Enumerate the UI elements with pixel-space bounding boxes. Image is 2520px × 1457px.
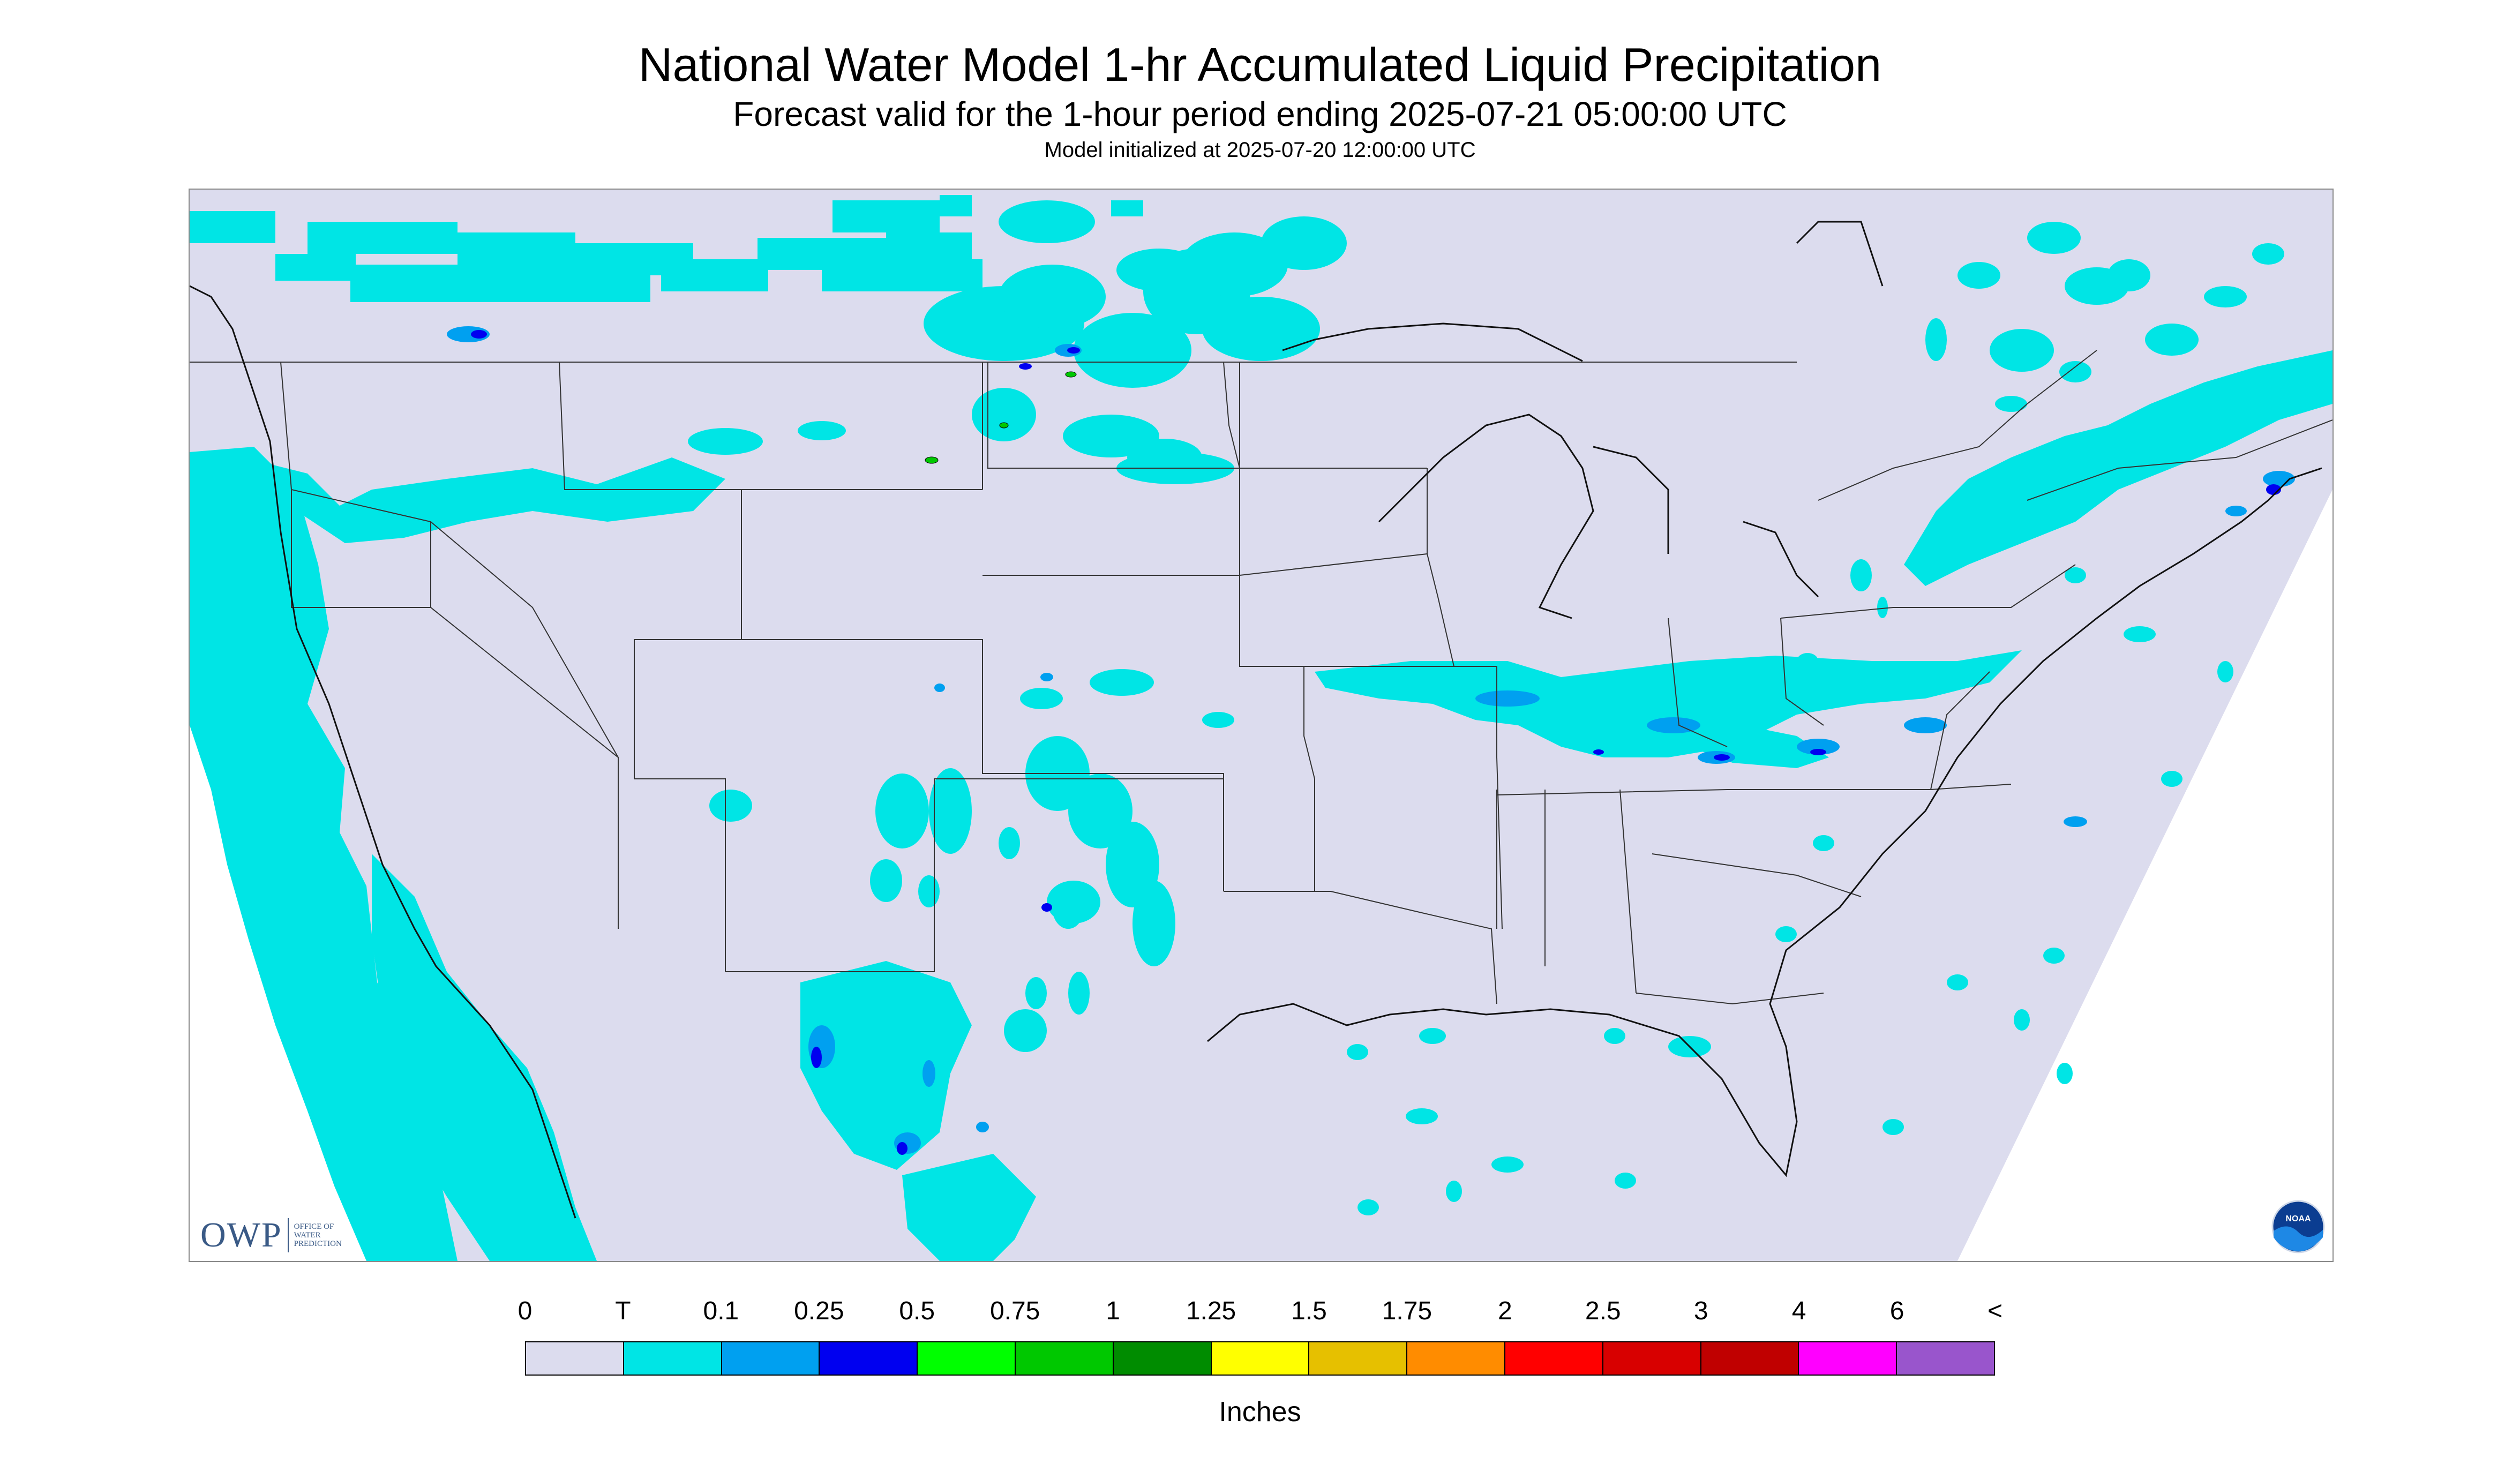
legend-label: < [1987,1297,2003,1325]
legend-swatch [1211,1342,1310,1375]
precip-trace-areas [190,195,2332,1261]
legend-label: 3 [1693,1297,1708,1325]
precip-light-areas [447,326,2295,1154]
legend-label: 0.1 [703,1297,739,1325]
legend-swatch [1505,1342,1603,1375]
legend-label: 2 [1497,1297,1512,1325]
legend-label: 1.75 [1382,1297,1432,1325]
owp-logo-text: OWP [200,1215,282,1255]
noaa-logo: NOAA [2271,1200,2325,1253]
legend-swatch [918,1342,1016,1375]
legend-swatch [1113,1342,1212,1375]
map-domain [190,190,2332,1261]
legend-swatch [1897,1342,1994,1375]
legend-swatch [1603,1342,1701,1375]
legend-label: 0.75 [989,1297,1040,1325]
chart-title: National Water Model 1-hr Accumulated Li… [638,38,1882,91]
legend-swatch [1701,1342,1799,1375]
legend-swatch [820,1342,918,1375]
legend-swatch [1309,1342,1408,1375]
legend-label: 1.5 [1291,1297,1327,1325]
legend-label: 4 [1791,1297,1806,1325]
coastlines [190,221,2322,1219]
color-bar [525,1341,1995,1376]
legend-swatch [624,1342,722,1375]
legend-swatch [526,1342,624,1375]
owp-logo-divider [287,1218,289,1252]
legend: 0 T 0.1 0.25 0.5 0.75 1 1.25 1.5 1.75 2 2.5 3 4 6 < Inc… [518,1296,2002,1457]
legend-swatch [1015,1342,1114,1375]
legend-label: 1.25 [1186,1297,1236,1325]
owp-logo: OWP OFFICE OF WATER PREDICTION [200,1215,342,1256]
legend-label: 0.25 [794,1297,844,1325]
model-init-text: Model initialized at 2025-07-20 12:00:00… [1044,138,1476,162]
noaa-logo-text: NOAA [2285,1214,2311,1223]
legend-units-label: Inches [1219,1396,1301,1428]
state-boundaries [190,350,2332,1005]
legend-label: 0 [518,1297,532,1325]
precip-moderate-areas [471,330,2281,1155]
precip-heavy-areas [925,371,1077,464]
legend-label: 2.5 [1585,1297,1621,1325]
owp-logo-subtext: OFFICE OF WATER PREDICTION [294,1222,342,1248]
map-canvas [190,190,2332,1261]
chart-subtitle: Forecast valid for the 1-hour period end… [733,95,1787,133]
legend-label: 0.5 [899,1297,935,1325]
legend-label: T [615,1297,631,1325]
legend-label: 6 [1889,1297,1904,1325]
precipitation-map: OWP OFFICE OF WATER PREDICTION NOAA [189,189,2334,1262]
legend-label: 1 [1106,1297,1120,1325]
legend-swatch [1799,1342,1898,1375]
legend-swatch [722,1342,820,1375]
legend-swatch [1407,1342,1505,1375]
